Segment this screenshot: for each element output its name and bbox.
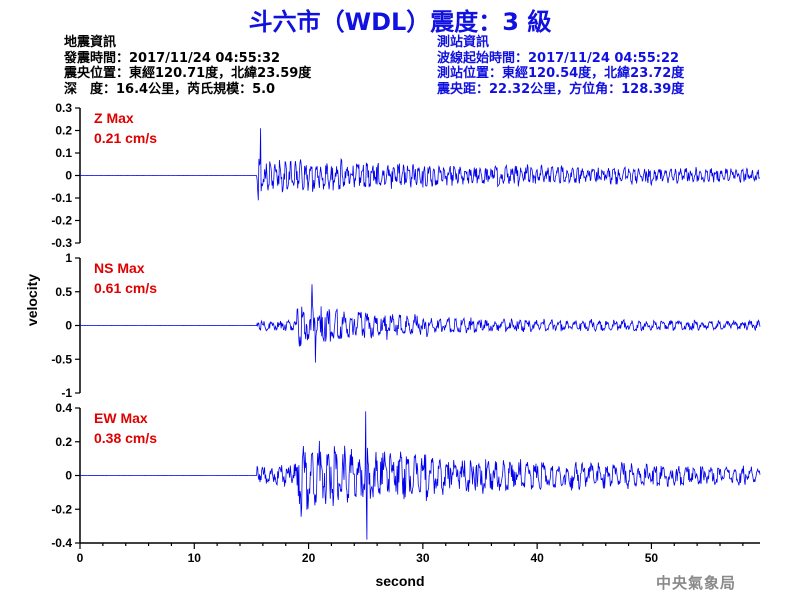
x-tick-label: 50 [645, 551, 659, 565]
y-tick-label: 0.2 [55, 124, 72, 138]
chart-title: 斗六市（WDL）震度：3 級 [248, 8, 552, 36]
y-tick-label: 0.1 [55, 146, 72, 160]
x-tick-label: 0 [77, 551, 84, 565]
panel-max-label: Z Max [94, 110, 134, 126]
waveform-z [79, 128, 761, 201]
x-axis-label: second [375, 573, 424, 589]
panel-z: 0.3 0.2 0.1 0 -0.1 -0.2 -0.3 Z Max 0.21 cm/s [51, 101, 761, 250]
agency-watermark: 中央氣象局 [656, 574, 737, 592]
origin-time: 發震時間：2017/11/24 04:55:32 [64, 50, 281, 66]
station-info-heading: 測站資訊 [437, 35, 490, 50]
y-tick-label: -0.2 [51, 502, 72, 516]
wave-start-time: 波線起始時間：2017/11/24 04:55:22 [437, 50, 680, 66]
y-tick-label: -0.2 [51, 214, 72, 228]
depth-magnitude: 深 度：16.4公里，芮氏規模：5.0 [64, 81, 276, 97]
panel-max-value: 0.61 cm/s [94, 280, 157, 296]
y-tick-label: 0.2 [55, 435, 72, 449]
panel-max-label: NS Max [94, 260, 145, 276]
panel-ns: 1 0.5 0 -0.5 -1 NS Max 0.61 cm/s [51, 251, 761, 400]
y-tick-label: 0 [65, 469, 72, 483]
panel-max-value: 0.21 cm/s [94, 130, 157, 146]
y-tick-label: -1 [61, 386, 72, 400]
panel-max-value: 0.38 cm/s [94, 430, 157, 446]
x-tick-label: 20 [302, 551, 316, 565]
panel-max-label: EW Max [94, 410, 148, 426]
earthquake-info: 地震資訊 發震時間：2017/11/24 04:55:32 震央位置：東經120… [64, 35, 311, 97]
station-info: 測站資訊 波線起始時間：2017/11/24 04:55:22 測站位置：東經1… [437, 35, 684, 97]
x-tick-label: 10 [188, 551, 202, 565]
y-tick-label: -0.5 [51, 352, 72, 366]
y-tick-label: 1 [65, 251, 72, 265]
epicentral-distance: 震央距：22.32公里，方位角：128.39度 [437, 81, 685, 97]
y-tick-label: 0 [65, 169, 72, 183]
y-axis-label: velocity [24, 274, 40, 326]
y-tick-label: 0.4 [55, 401, 72, 415]
y-tick-label: -0.1 [51, 191, 72, 205]
panel-ew: 0.4 0.2 0 -0.2 -0.4 EW Max 0.38 cm/s [51, 401, 761, 550]
x-tick-label: 30 [416, 551, 430, 565]
earthquake-info-heading: 地震資訊 [64, 35, 117, 50]
x-tick-label: 40 [530, 551, 544, 565]
y-tick-label: 0.5 [55, 285, 72, 299]
y-tick-label: 0 [65, 319, 72, 333]
y-tick-label: -0.4 [51, 536, 72, 550]
y-tick-label: -0.3 [51, 236, 72, 250]
waveform-ns [79, 284, 761, 363]
epicenter: 震央位置：東經120.71度，北緯23.59度 [64, 66, 312, 81]
waveform-ew [79, 411, 761, 540]
y-tick-label: 0.3 [55, 101, 72, 115]
station-location: 測站位置：東經120.54度，北緯23.72度 [437, 66, 685, 81]
